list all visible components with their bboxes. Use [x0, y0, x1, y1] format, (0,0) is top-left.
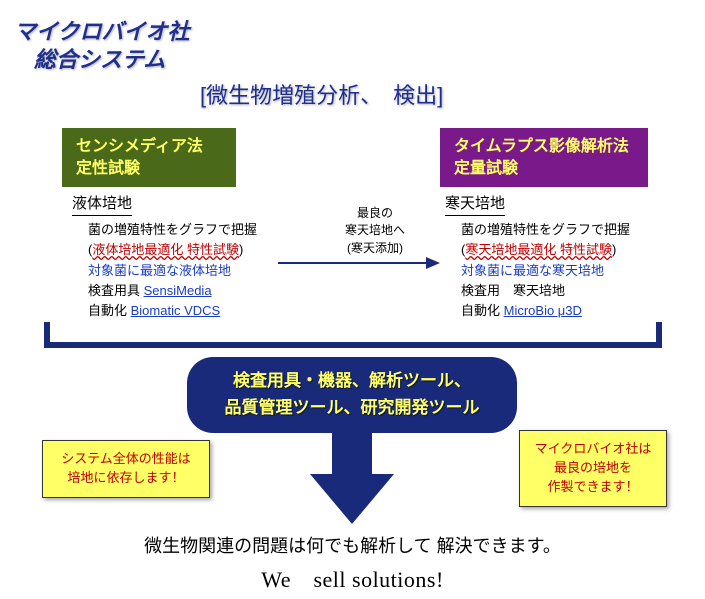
note-right-l3: 作製できます！ — [530, 478, 656, 497]
center-l1: 最良の — [320, 205, 430, 222]
note-right: マイクロバイオ社は 最良の培地を 作製できます！ — [519, 430, 667, 507]
right-col-l2c: ) — [612, 242, 616, 257]
company-title: マイクロバイオ社 総合システム — [14, 18, 190, 73]
title-line-2: 総合システム — [14, 46, 190, 74]
method-box-sensimedia: センシメディア法 定性試験 — [62, 128, 236, 187]
left-col-link-opt[interactable]: 液体培地最適化 特性試験 — [92, 242, 239, 257]
note-left: システム全体の性能は 培地に依存します！ — [42, 440, 210, 498]
right-col-link-microbio[interactable]: MicroBio μ3D — [504, 303, 582, 318]
note-left-l2: 培地に依存します！ — [53, 469, 199, 488]
pill-l1: 検査用具・機器、解析ツール、 — [233, 371, 471, 390]
note-left-l1: システム全体の性能は — [53, 450, 199, 469]
subtitle: [微生物増殖分析、 検出] — [200, 78, 443, 110]
footer-jp: 微生物関連の問題は何でも解析して 解決できます。 — [0, 532, 705, 558]
right-column: 寒天培地 菌の増殖特性をグラフで把握 (寒天培地最適化 特性試験) 対象菌に最適… — [445, 192, 685, 321]
method-box-timelapse: タイムラプス影像解析法 定量試験 — [440, 128, 648, 187]
arrow-down — [310, 416, 394, 526]
right-col-l4: 検査用 寒天培地 — [445, 281, 685, 301]
left-column: 液体培地 菌の増殖特性をグラフで把握 (液体培地最適化 特性試験) 対象菌に最適… — [72, 192, 312, 321]
left-col-l1: 菌の増殖特性をグラフで把握 — [72, 220, 312, 240]
right-col-l5a: 自動化 — [461, 303, 504, 318]
center-l3: (寒天添加) — [320, 240, 430, 257]
footer-en: We sell solutions! — [0, 562, 705, 594]
right-col-l1: 菌の増殖特性をグラフで把握 — [445, 220, 685, 240]
method-left-line1: センシメディア法 — [76, 136, 222, 158]
method-right-line2: 定量試験 — [454, 158, 634, 180]
left-col-head: 液体培地 — [72, 192, 132, 216]
left-col-link-biomatic[interactable]: Biomatic VDCS — [131, 303, 221, 318]
left-col-l4a: 検査用具 — [88, 283, 144, 298]
left-col-link-sensimedia[interactable]: SensiMedia — [144, 283, 212, 298]
note-right-l2: 最良の培地を — [530, 459, 656, 478]
left-col-l2c: ) — [239, 242, 243, 257]
note-right-l1: マイクロバイオ社は — [530, 440, 656, 459]
right-col-head: 寒天培地 — [445, 192, 505, 216]
right-col-l3: 対象菌に最適な寒天培地 — [445, 261, 685, 281]
method-left-line2: 定性試験 — [76, 158, 222, 180]
left-col-l3: 対象菌に最適な液体培地 — [72, 261, 312, 281]
arrow-horizontal — [278, 262, 438, 264]
center-text: 最良の 寒天培地へ (寒天添加) — [320, 205, 430, 257]
pill-l2: 品質管理ツール、研究開発ツール — [225, 398, 480, 417]
title-line-1: マイクロバイオ社 — [14, 18, 190, 46]
center-l2: 寒天培地へ — [320, 222, 430, 239]
bracket-shape — [44, 320, 662, 348]
left-col-l5a: 自動化 — [88, 303, 131, 318]
method-right-line1: タイムラプス影像解析法 — [454, 136, 634, 158]
right-col-link-opt[interactable]: 寒天培地最適化 特性試験 — [465, 242, 612, 257]
